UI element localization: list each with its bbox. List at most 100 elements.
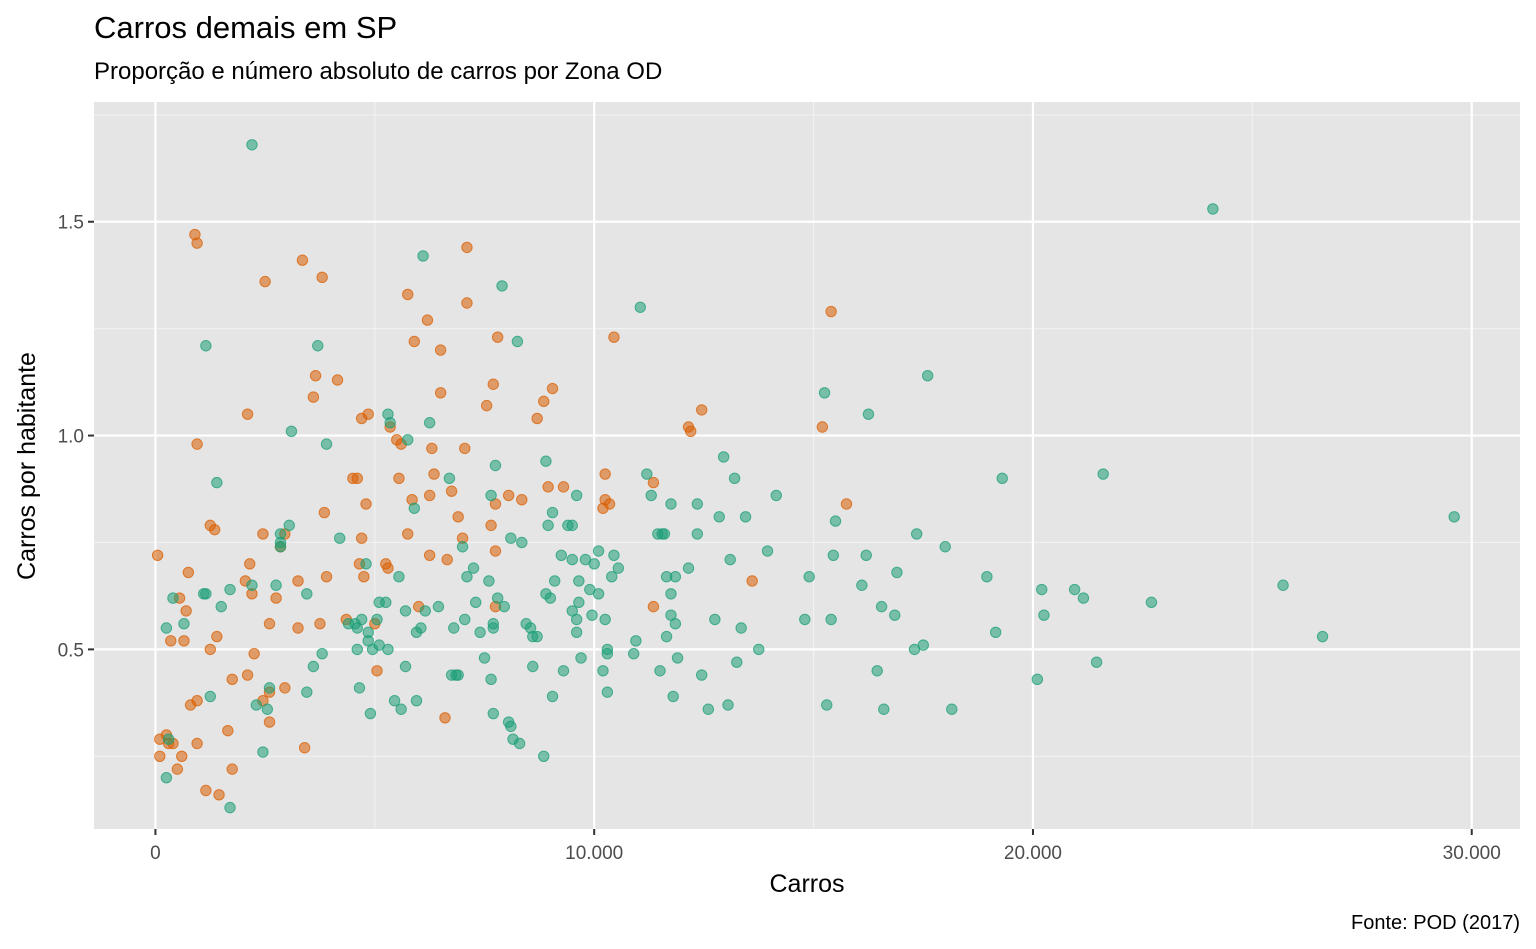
data-point <box>452 511 464 523</box>
data-point <box>461 570 473 583</box>
data-point <box>211 476 223 489</box>
data-point <box>351 643 363 656</box>
data-point <box>211 630 223 643</box>
data-point <box>1277 579 1289 591</box>
data-point <box>410 695 423 707</box>
data-point <box>489 545 502 557</box>
data-point <box>573 596 585 609</box>
data-point <box>423 489 436 502</box>
data-point <box>355 613 368 626</box>
data-point <box>176 750 188 762</box>
data-point <box>432 600 445 613</box>
data-point <box>204 690 216 703</box>
data-point <box>393 570 405 583</box>
data-point <box>246 139 258 151</box>
data-point <box>402 528 414 540</box>
data-point <box>1077 592 1090 604</box>
data-point <box>360 558 372 570</box>
data-point <box>660 630 673 643</box>
data-point <box>511 335 524 348</box>
data-point <box>250 699 263 711</box>
data-point <box>459 442 471 455</box>
data-point <box>557 665 570 677</box>
data-point <box>371 613 383 626</box>
data-point <box>292 575 304 587</box>
data-point <box>513 737 526 750</box>
data-point <box>307 391 320 403</box>
data-point <box>182 566 195 579</box>
data-point <box>1207 203 1219 215</box>
data-point <box>603 498 616 510</box>
data-point <box>981 570 993 583</box>
data-point <box>770 489 782 502</box>
data-point <box>246 579 258 591</box>
data-point <box>434 344 447 356</box>
data-point <box>691 498 704 510</box>
data-point <box>647 600 660 613</box>
data-point <box>485 673 497 686</box>
data-point <box>601 686 614 698</box>
data-point <box>261 703 274 715</box>
data-point <box>331 374 344 386</box>
data-point <box>478 652 491 664</box>
data-point <box>735 622 747 634</box>
data-point <box>362 408 374 420</box>
data-point <box>647 476 660 489</box>
data-point <box>862 408 875 420</box>
data-point <box>825 613 837 626</box>
data-point <box>318 506 331 519</box>
data-point <box>540 455 552 467</box>
data-point <box>549 575 561 587</box>
data-point <box>860 549 872 562</box>
data-point <box>667 690 679 703</box>
data-point <box>746 575 758 587</box>
data-point <box>485 489 497 502</box>
data-point <box>546 506 559 519</box>
data-point <box>334 532 346 544</box>
data-point <box>891 566 903 579</box>
data-point <box>669 570 682 583</box>
data-point <box>160 771 173 784</box>
data-point <box>487 707 499 720</box>
data-point <box>154 750 166 762</box>
data-point <box>241 408 254 420</box>
data-point <box>989 626 1002 638</box>
data-point <box>739 511 752 523</box>
data-point <box>428 468 440 480</box>
data-point <box>608 549 620 562</box>
data-point <box>419 605 431 617</box>
data-point <box>434 387 447 399</box>
data-point <box>544 592 557 604</box>
data-point <box>388 695 401 707</box>
data-point <box>538 395 550 408</box>
data-point <box>461 297 473 309</box>
data-point <box>320 438 333 450</box>
data-point <box>665 498 677 510</box>
data-point <box>314 618 326 630</box>
data-point <box>502 489 515 502</box>
data-point <box>599 468 611 480</box>
data-point <box>178 618 190 630</box>
data-point <box>829 515 842 527</box>
data-point <box>423 549 436 562</box>
data-point <box>840 498 853 510</box>
data-point <box>474 626 486 638</box>
data-point <box>270 592 282 604</box>
data-point <box>654 665 666 677</box>
data-point <box>371 665 383 677</box>
data-point <box>382 562 394 574</box>
data-point <box>461 241 473 254</box>
data-point <box>408 335 421 348</box>
data-point <box>226 763 238 775</box>
data-point <box>178 635 190 647</box>
data-point <box>384 417 396 429</box>
y-tick-label: 0.5 <box>58 640 84 661</box>
data-point <box>191 695 203 707</box>
data-point <box>878 703 890 715</box>
chart-subtitle: Proporção e número absoluto de carros po… <box>94 58 662 85</box>
data-point <box>222 724 234 737</box>
data-point <box>360 498 372 510</box>
data-point <box>248 647 260 660</box>
data-point <box>380 596 392 609</box>
